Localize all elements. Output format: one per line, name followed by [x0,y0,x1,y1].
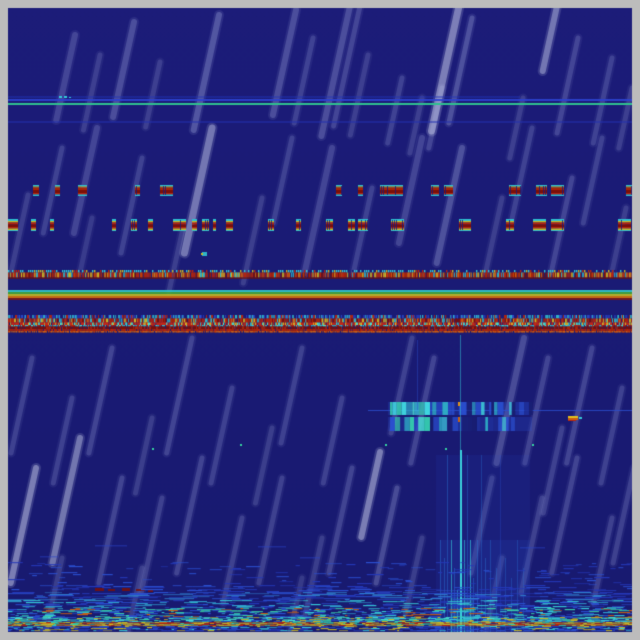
waterfall-frame [0,0,640,640]
spectrogram-waterfall-canvas[interactable] [0,0,640,640]
